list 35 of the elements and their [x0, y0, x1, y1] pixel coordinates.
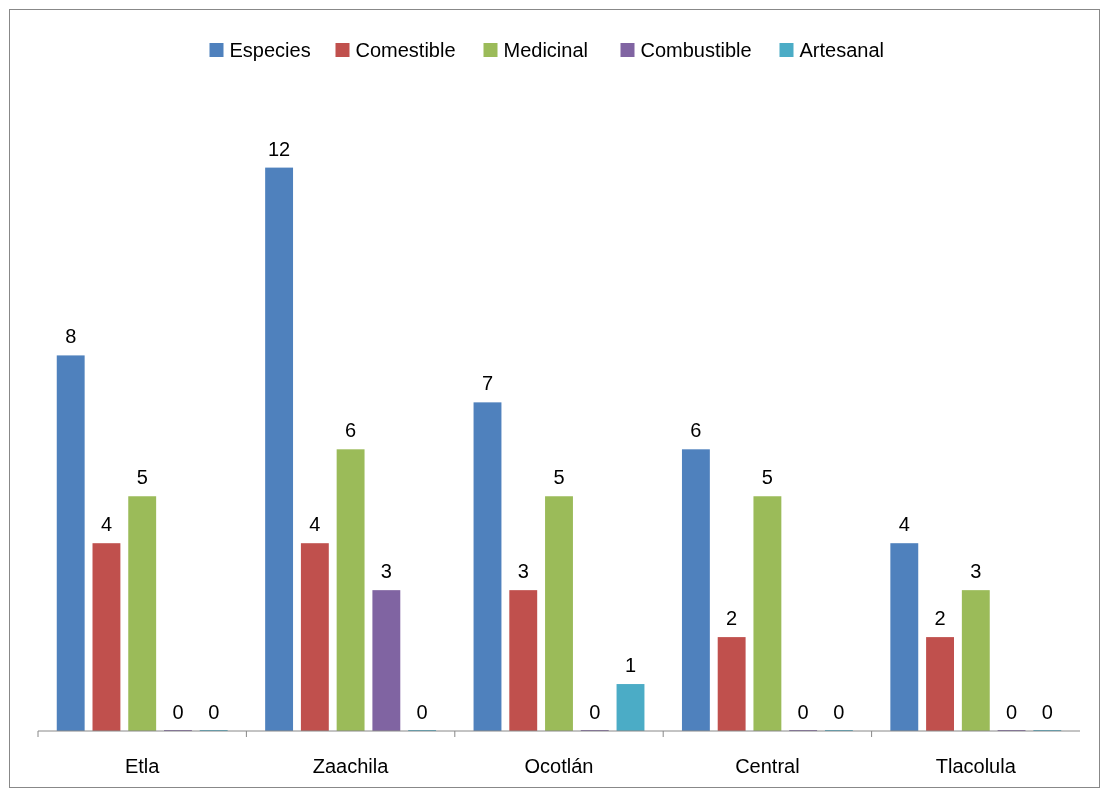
data-label: 5 — [761, 466, 773, 489]
data-label: 4 — [309, 513, 321, 536]
data-label: 6 — [345, 419, 357, 442]
data-label: 0 — [589, 701, 601, 723]
data-label: 2 — [726, 607, 738, 630]
data-label: 5 — [553, 466, 565, 489]
legend-label: Comestible — [355, 39, 456, 61]
x-tick-label: Central — [735, 755, 800, 777]
data-label: 3 — [517, 560, 529, 583]
data-label: 3 — [970, 560, 982, 583]
x-tick-label: Zaachila — [312, 755, 390, 777]
x-tick-label: Tlacolula — [935, 755, 1017, 777]
data-label: 0 — [833, 701, 845, 723]
legend-label: Medicinal — [503, 39, 588, 61]
legend-label: Artesanal — [799, 39, 884, 61]
data-label: 0 — [172, 701, 184, 723]
data-label: 6 — [690, 419, 702, 442]
x-tick-label: Etla — [124, 755, 161, 777]
data-label: 8 — [65, 325, 77, 348]
data-label: 3 — [380, 560, 392, 583]
data-label: 2 — [934, 607, 946, 630]
data-label: 0 — [1041, 701, 1053, 723]
data-label: 1 — [624, 654, 637, 677]
data-label: 4 — [100, 513, 113, 536]
data-label: 0 — [208, 701, 220, 723]
data-label: 7 — [481, 372, 494, 395]
x-tick-label: Ocotlán — [524, 755, 594, 777]
data-label: 12 — [267, 137, 291, 160]
legend-label: Especies — [229, 39, 311, 61]
data-label: 0 — [797, 701, 809, 723]
data-label: 0 — [416, 701, 428, 723]
legend-label: Combustible — [640, 39, 752, 61]
data-label: 4 — [898, 513, 910, 536]
data-label: 0 — [1005, 701, 1018, 723]
data-label: 5 — [136, 466, 148, 489]
